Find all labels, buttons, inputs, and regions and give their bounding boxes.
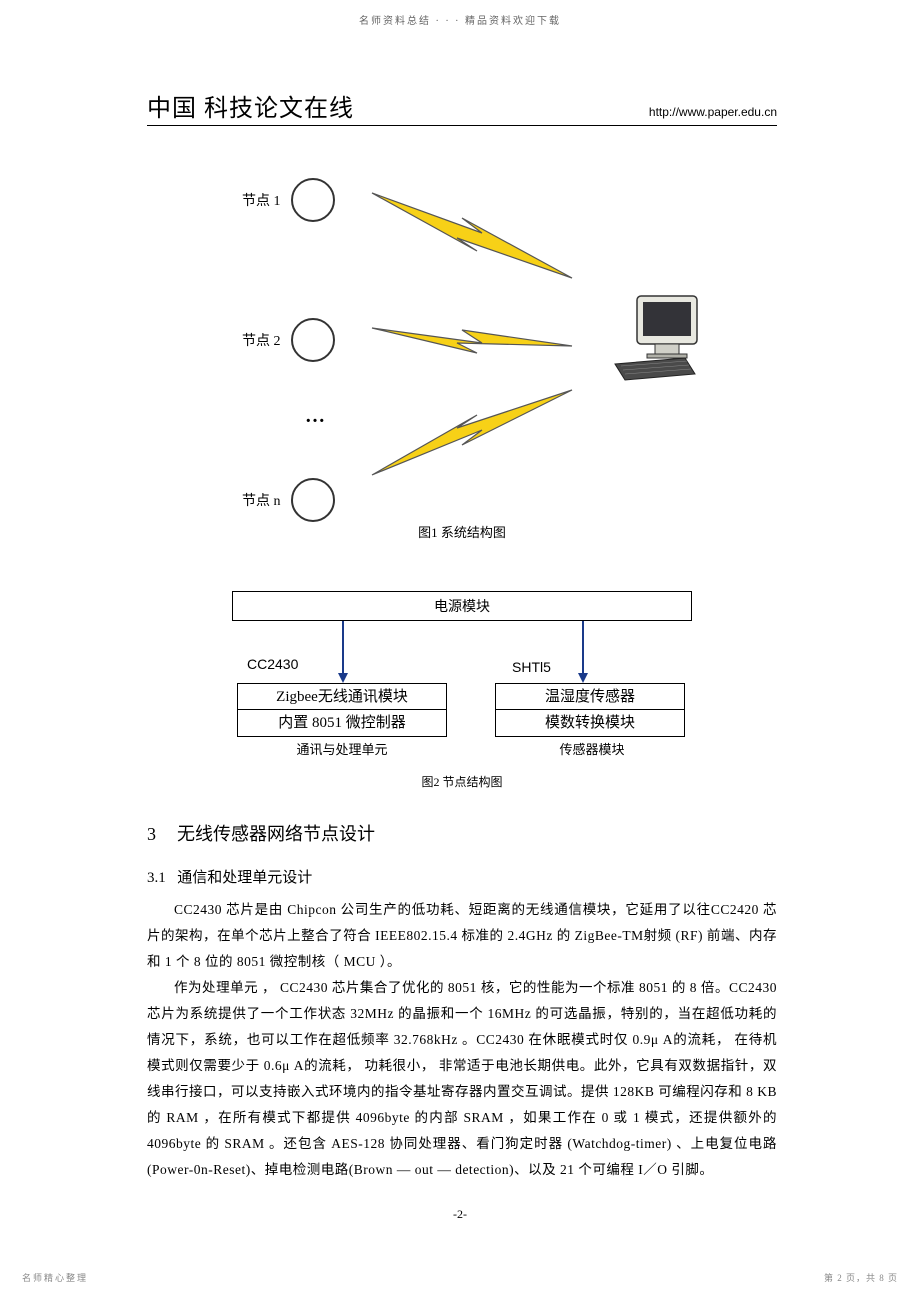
computer-icon (607, 288, 717, 388)
node-dots: … (305, 405, 325, 428)
page-url: http://www.paper.edu.cn (649, 105, 777, 119)
node-n-label: 节点 n (242, 490, 281, 510)
chip-right-label: SHTl5 (512, 659, 551, 675)
arrow-left-line (342, 621, 344, 675)
figure1-caption: 图1 系统结构图 (147, 522, 777, 541)
left-module-line2: 内置 8051 微控制器 (238, 710, 446, 736)
title-row: 中国 科技论文在线 http://www.paper.edu.cn (147, 88, 777, 126)
arrow-left-head (338, 673, 348, 683)
figure2-caption: 图2 节点结构图 (147, 773, 777, 790)
lightning-2-icon (362, 308, 582, 363)
section-heading: 3 无线传感器网络节点设计 (147, 820, 777, 846)
node-n-circle (291, 478, 335, 522)
node-n: 节点 n (242, 478, 335, 522)
right-module-box: 温湿度传感器 模数转换模块 (495, 683, 685, 737)
power-module-box: 电源模块 (232, 591, 692, 621)
paragraph-2: 作为处理单元 ， CC2430 芯片集合了优化的 8051 核，它的性能为一个标… (147, 975, 777, 1183)
arrow-right-line (582, 621, 584, 675)
power-module-label: 电源模块 (434, 596, 490, 616)
node-2-label: 节点 2 (242, 330, 281, 350)
node-1: 节点 1 (242, 178, 335, 222)
section-number: 3 (147, 824, 156, 844)
arrow-right-head (578, 673, 588, 683)
page-container: 中国 科技论文在线 http://www.paper.edu.cn 节点 1 节… (147, 88, 777, 1183)
chip-left-label: CC2430 (247, 656, 298, 672)
lightning-1-icon (362, 183, 582, 293)
paragraph-1: CC2430 芯片是由 Chipcon 公司生产的低功耗、短距离的无线通信模块，… (147, 897, 777, 975)
right-module-line2: 模数转换模块 (496, 710, 684, 736)
lightning-3-icon (362, 380, 582, 485)
body-text: CC2430 芯片是由 Chipcon 公司生产的低功耗、短距离的无线通信模块，… (147, 897, 777, 1183)
node-1-circle (291, 178, 335, 222)
unit-left-label: 通讯与处理单元 (282, 739, 402, 758)
page-number: -2- (0, 1207, 920, 1222)
bottom-left-note: 名师精心整理 (22, 1271, 88, 1284)
node-2: 节点 2 (242, 318, 335, 362)
right-module-line1: 温湿度传感器 (496, 684, 684, 710)
left-module-box: Zigbee无线通讯模块 内置 8051 微控制器 (237, 683, 447, 737)
bottom-right-note: 第 2 页，共 8 页 (824, 1271, 898, 1284)
top-header: 名师资料总结 · · · 精品资料欢迎下载 (0, 12, 920, 27)
figure1-diagram: 节点 1 节点 2 … 节点 n (147, 148, 777, 518)
unit-right-label: 传感器模块 (532, 739, 652, 758)
subsection-heading: 3.1 通信和处理单元设计 (147, 866, 777, 887)
page-title: 中国 科技论文在线 (147, 88, 354, 123)
node-1-label: 节点 1 (242, 190, 281, 210)
subsection-title: 通信和处理单元设计 (177, 870, 312, 886)
left-module-line1: Zigbee无线通讯模块 (238, 684, 446, 710)
subsection-number: 3.1 (147, 870, 166, 886)
section-title: 无线传感器网络节点设计 (177, 824, 375, 844)
node-2-circle (291, 318, 335, 362)
figure2-diagram: 电源模块 CC2430 SHTl5 Zigbee无线通讯模块 内置 8051 微… (222, 591, 702, 771)
